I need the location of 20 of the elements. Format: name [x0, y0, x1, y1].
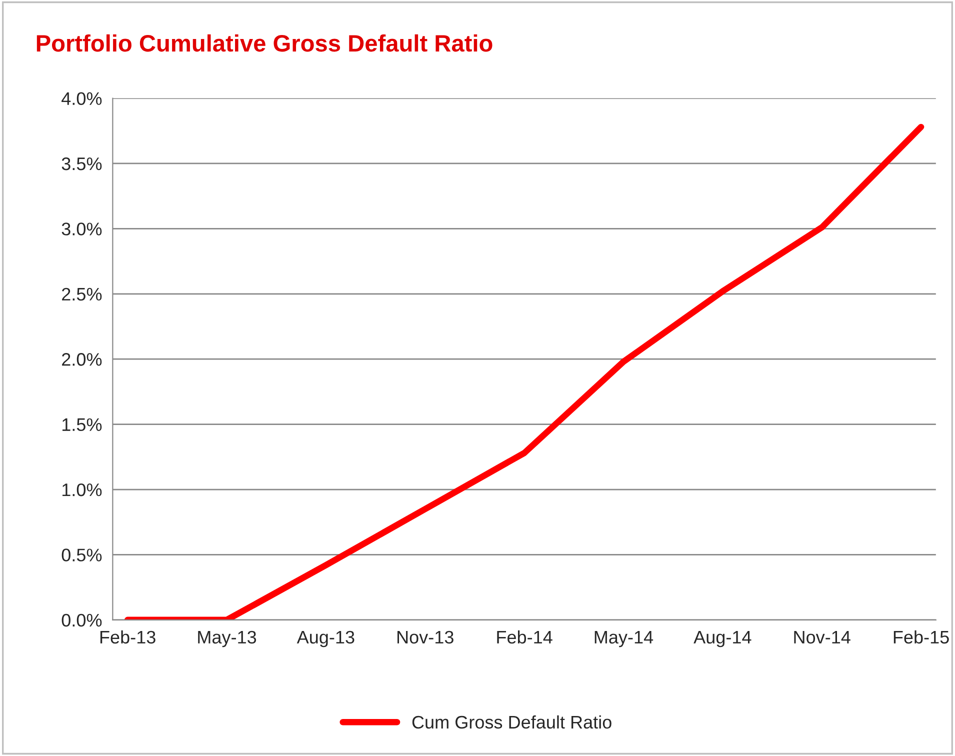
- y-tick-label: 2.0%: [62, 353, 102, 366]
- x-tick-label: Aug-14: [694, 631, 752, 648]
- x-tick-label: May-13: [198, 630, 256, 648]
- y-tick-label: 0.5%: [62, 548, 102, 562]
- x-tick-label: Feb-13: [100, 630, 156, 644]
- y-tick-label: 0.0%: [62, 614, 102, 627]
- y-tick-label: 3.5%: [62, 157, 102, 170]
- x-tick-label: Nov-14: [794, 631, 850, 644]
- legend-label: Cum Gross Default Ratio: [412, 715, 612, 729]
- x-tick-label: May-14: [594, 631, 654, 648]
- y-tick-label: 3.0%: [62, 222, 102, 236]
- y-tick-label: 4.0%: [62, 92, 102, 105]
- y-tick-label: 2.5%: [62, 288, 102, 301]
- x-tick-label: Aug-13: [296, 630, 354, 648]
- y-tick-label: 1.0%: [62, 483, 102, 496]
- x-tick-label: Feb-14: [497, 630, 552, 644]
- y-tick-label: 1.5%: [62, 418, 102, 432]
- chart-title: Portfolio Cumulative Gross Default Ratio: [36, 34, 492, 52]
- x-tick-label: Nov-13: [397, 630, 454, 644]
- x-tick-label: Feb-15: [894, 630, 949, 644]
